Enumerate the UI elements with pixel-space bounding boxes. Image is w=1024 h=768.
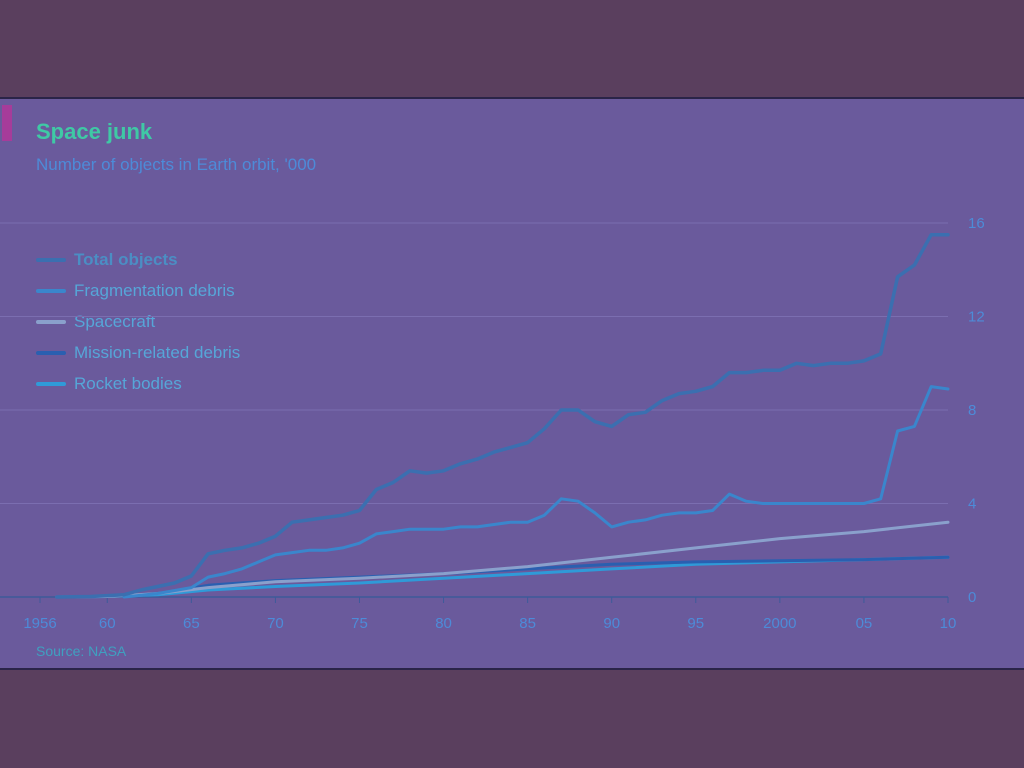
chart-plot-area: 0 4 8 12 16 1956 60 65 70 75 80 85 90 95 2000 05 10 xyxy=(0,215,985,632)
legend-item-fragmentation: Fragmentation debris xyxy=(36,275,240,306)
chart-title: Space junk xyxy=(36,119,153,144)
brand-accent-bar xyxy=(2,105,12,141)
legend-swatch-spacecraft xyxy=(36,319,66,324)
x-tick-label-95: 95 xyxy=(687,615,704,632)
chart-source: Source: NASA xyxy=(36,643,127,659)
y-tick-label-0: 0 xyxy=(968,589,976,606)
legend-label-total: Total objects xyxy=(74,249,178,269)
legend-item-total: Total objects xyxy=(36,244,240,275)
legend-label-fragmentation: Fragmentation debris xyxy=(74,280,235,300)
y-tick-label-12: 12 xyxy=(968,309,985,326)
x-tick-label-80: 80 xyxy=(435,615,452,632)
x-tick-label-70: 70 xyxy=(267,615,284,632)
legend-item-rocket: Rocket bodies xyxy=(36,368,240,399)
legend-swatch-rocket xyxy=(36,381,66,386)
legend-swatch-mission xyxy=(36,350,66,355)
x-tick-label-1956: 1956 xyxy=(23,615,56,632)
y-tick-label-8: 8 xyxy=(968,402,976,419)
x-tick-label-10: 10 xyxy=(940,615,957,632)
chart-card: Space junk Number of objects in Earth or… xyxy=(0,97,1024,670)
legend-label-rocket: Rocket bodies xyxy=(74,373,182,393)
y-tick-label-4: 4 xyxy=(968,496,976,513)
x-tick-label-90: 90 xyxy=(603,615,620,632)
x-tick-label-60: 60 xyxy=(99,615,116,632)
x-tick-label-75: 75 xyxy=(351,615,368,632)
x-tick-label-05: 05 xyxy=(856,615,873,632)
series-line-total-objects xyxy=(55,232,950,599)
y-tick-label-16: 16 xyxy=(968,215,985,232)
series-line-fragmentation-debris xyxy=(122,385,950,599)
x-tick-label-2000: 2000 xyxy=(763,615,796,632)
legend-item-mission: Mission-related debris xyxy=(36,337,240,368)
legend-label-mission: Mission-related debris xyxy=(74,342,241,362)
x-tick-label-65: 65 xyxy=(183,615,200,632)
legend-swatch-total xyxy=(36,257,66,262)
chart-subtitle: Number of objects in Earth orbit, '000 xyxy=(36,155,317,174)
x-tick-label-85: 85 xyxy=(519,615,536,632)
legend-swatch-fragmentation xyxy=(36,288,66,293)
